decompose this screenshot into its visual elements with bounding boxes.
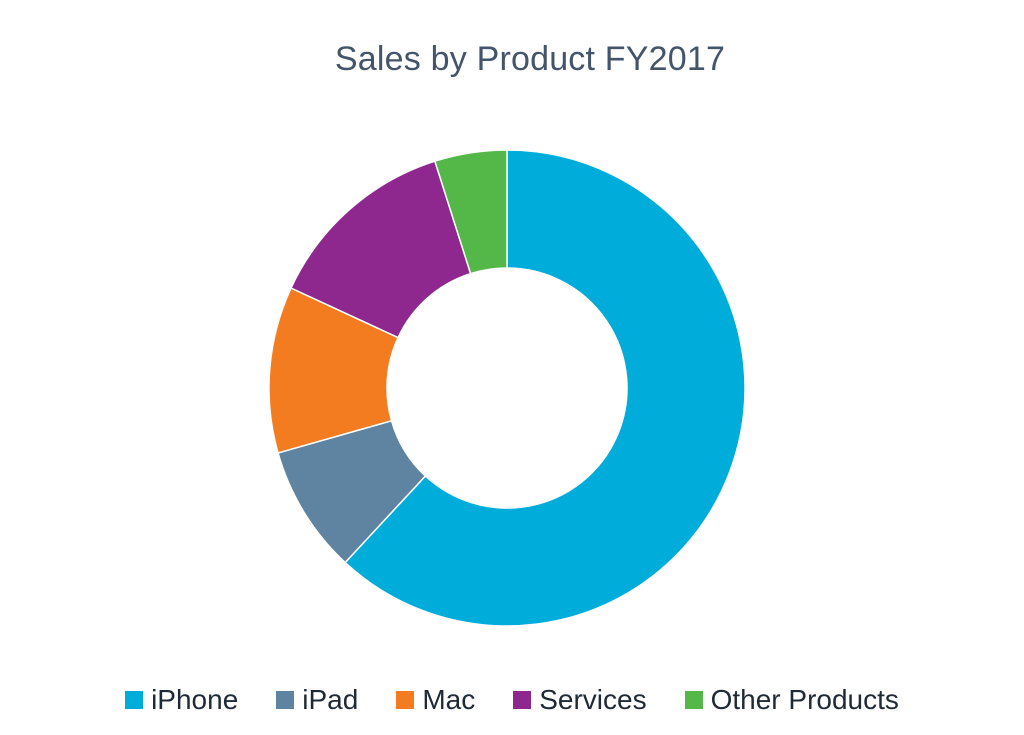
slice-other-products: [433, 149, 508, 275]
legend-item-ipad: iPad: [276, 684, 358, 716]
slice-iphone: [344, 149, 746, 627]
legend-label-other-products: Other Products: [710, 684, 899, 715]
legend-item-iphone: iPhone: [125, 684, 238, 716]
legend-swatch-other-products: [684, 691, 703, 709]
legend-swatch-services: [513, 691, 532, 709]
slice-services: [290, 160, 472, 339]
legend-label-mac: Mac: [422, 684, 476, 715]
legend-swatch-ipad: [276, 691, 295, 709]
legend-swatch-mac: [396, 691, 415, 709]
legend-label-iphone: iPhone: [151, 684, 239, 715]
legend-item-other-products: Other Products: [684, 684, 899, 716]
chart-title: Sales by Product FY2017: [334, 40, 726, 78]
legend-swatch-iphone: [125, 691, 144, 709]
chart-legend: iPhone iPad Mac Services Other Products: [0, 680, 1024, 720]
legend-label-services: Services: [539, 684, 647, 715]
legend-item-mac: Mac: [396, 684, 475, 716]
legend-item-services: Services: [513, 684, 647, 716]
legend-label-ipad: iPad: [302, 684, 359, 715]
